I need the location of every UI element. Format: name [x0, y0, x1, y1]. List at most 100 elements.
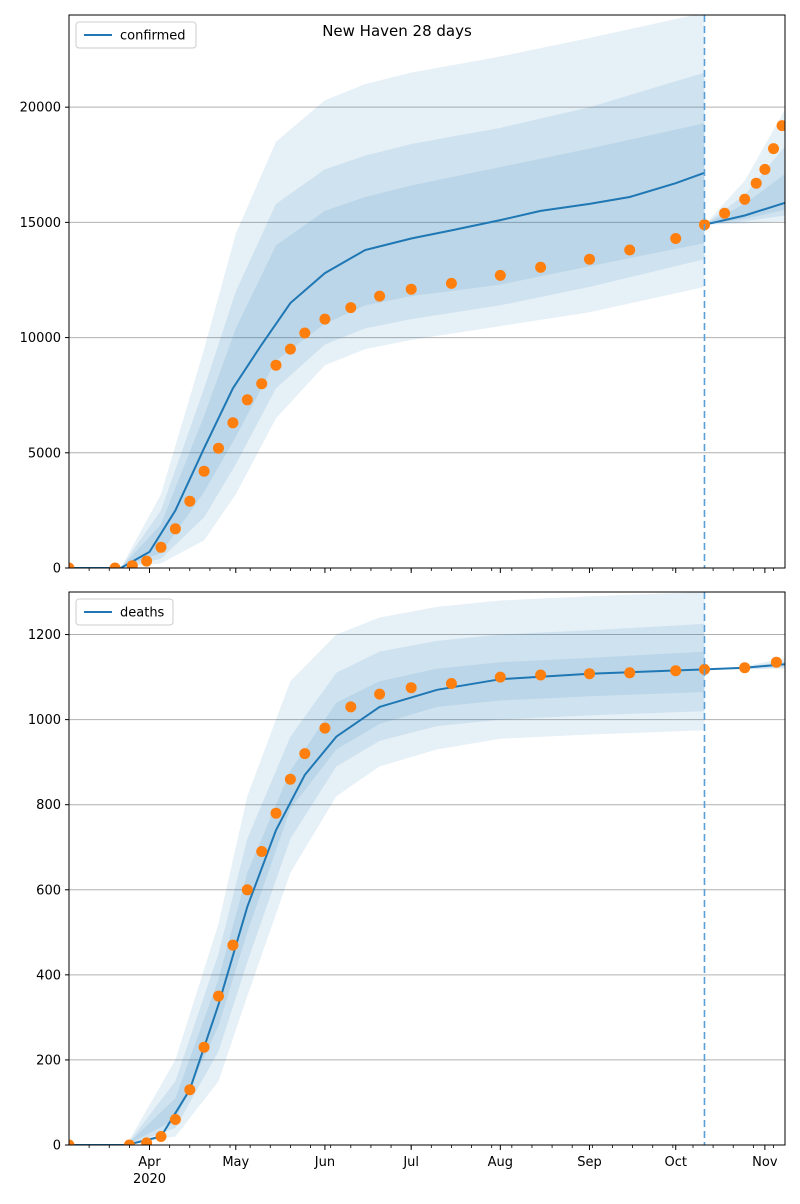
y-tick-label: 15000 [20, 216, 61, 231]
observed-point [198, 465, 210, 477]
x-tick-label: Nov [752, 1155, 778, 1170]
observed-point [750, 177, 762, 189]
observed-point [759, 163, 771, 175]
legend-box [75, 21, 197, 49]
observed-point [155, 541, 167, 553]
plot-area [69, 15, 785, 568]
legend-box [75, 598, 174, 626]
observed-point [670, 665, 682, 677]
observed-point [584, 668, 595, 680]
uncertainty-band [120, 123, 705, 568]
y-tick-label: 20000 [20, 101, 61, 116]
x-tick-label: Apr [138, 1155, 161, 1170]
observed-point [141, 1137, 153, 1145]
x-tick-label: May [222, 1155, 249, 1170]
observed-point [169, 523, 181, 535]
observed-point [213, 442, 224, 454]
observed-point [494, 671, 506, 683]
legend-label: deaths [120, 606, 165, 621]
observed-point [319, 722, 331, 734]
observed-point [374, 688, 386, 700]
observed-point [405, 682, 417, 694]
observed-point [270, 807, 282, 819]
x-tick-label: Jul [402, 1155, 419, 1170]
y-tick-label: 600 [36, 883, 61, 898]
y-tick-label: 200 [36, 1053, 61, 1068]
uncertainty-band [126, 592, 705, 1145]
observed-point [405, 283, 417, 295]
confirmed-panel: 0 5000 10000 15000 20000 confirmed [20, 14, 786, 577]
forecast-band [704, 174, 785, 225]
plot-area [69, 592, 785, 1145]
observed-point [739, 193, 751, 205]
observed-point [584, 253, 595, 265]
observed-point [69, 562, 75, 568]
uncertainty-band [126, 623, 705, 1145]
observed-point [770, 656, 782, 668]
observed-point [141, 555, 153, 567]
y-tick-label: 5000 [28, 446, 61, 461]
y-tick-label: 800 [36, 798, 61, 813]
observed-point [241, 884, 253, 896]
forecast-band [704, 146, 785, 225]
y-tick-label: 1000 [28, 713, 61, 728]
observed-point [123, 1139, 135, 1145]
observed-point [198, 1041, 210, 1053]
observed-point [739, 662, 751, 674]
observed-point [535, 669, 547, 681]
observed-point [241, 394, 253, 406]
observed-point [299, 327, 311, 339]
observed-point [374, 290, 386, 302]
observed-point [345, 701, 357, 713]
x-tick-label: Aug [488, 1155, 513, 1170]
legend-label: confirmed [120, 29, 186, 44]
x-tick-label: Jun [314, 1155, 335, 1170]
observed-point [256, 846, 268, 857]
observed-point [445, 678, 457, 689]
forecast-band [704, 660, 785, 670]
observed-point [299, 748, 311, 760]
observed-point [284, 773, 296, 785]
observed-point [624, 667, 636, 679]
observed-point [126, 560, 138, 568]
observed-point [445, 277, 457, 289]
axes-frame [68, 14, 786, 569]
observed-point [494, 269, 506, 281]
observed-point [319, 313, 331, 325]
model-median-line [69, 668, 705, 1145]
observed-point [624, 244, 636, 256]
observed-point [256, 378, 268, 390]
y-tick-label: 0 [53, 1139, 61, 1154]
y-tick-label: 400 [36, 968, 61, 983]
x-year-label: 2020 [133, 1172, 166, 1187]
observed-point [155, 1131, 167, 1142]
observed-point [345, 302, 357, 314]
observed-point [776, 120, 785, 132]
forecast-band [704, 109, 785, 225]
y-tick-label: 10000 [20, 331, 61, 346]
x-tick-label: Sep [577, 1155, 602, 1170]
deaths-panel: 0 200 400 600 800 1000 1200 Apr May Jun Jul Aug Sep O… [28, 591, 786, 1187]
uncertainty-band [126, 651, 705, 1145]
observed-point [284, 343, 296, 355]
observed-point [227, 417, 239, 429]
y-tick-label: 1200 [28, 628, 61, 643]
observed-point [768, 143, 779, 155]
observed-point [213, 990, 224, 1002]
observed-point [184, 1084, 196, 1096]
x-tick-label: Oct [664, 1155, 686, 1170]
observed-point [719, 207, 731, 219]
axes-frame [68, 591, 786, 1146]
model-median-line [69, 171, 705, 568]
forecast-median-line [704, 201, 785, 226]
observed-point [670, 233, 682, 244]
observed-point [270, 359, 282, 371]
observed-point [535, 261, 547, 273]
y-tick-label: 0 [53, 562, 61, 577]
observed-point [184, 495, 196, 507]
observed-point [169, 1114, 181, 1125]
observed-point [109, 562, 121, 568]
uncertainty-band [120, 72, 705, 568]
figure-title: New Haven 28 days [322, 22, 472, 40]
